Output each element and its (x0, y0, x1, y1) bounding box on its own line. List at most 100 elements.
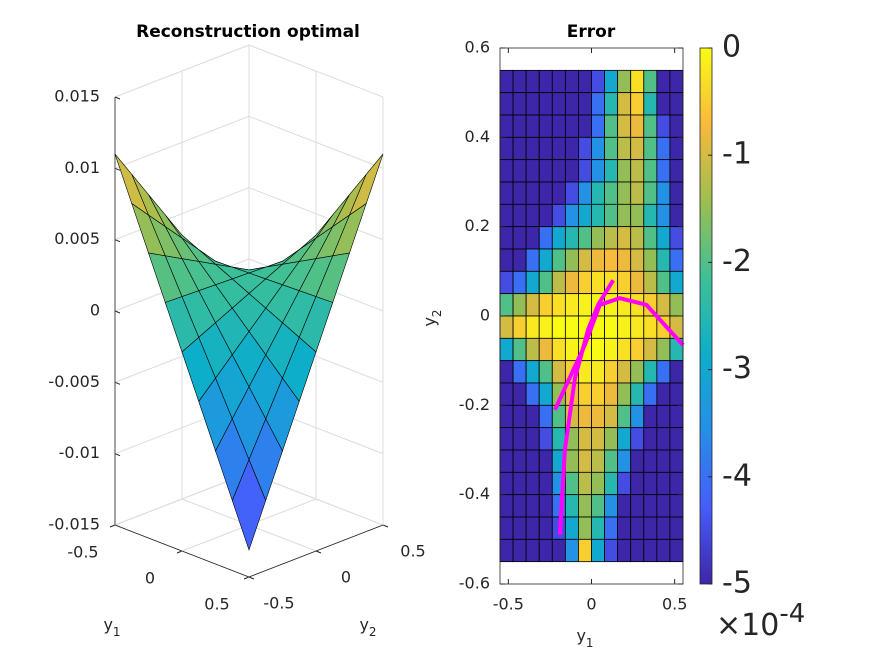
heatmap-cell (512, 159, 527, 183)
heatmap-cell (591, 136, 605, 161)
heatmap-cell (630, 226, 645, 250)
heatmap-cell (499, 315, 514, 339)
chart-title: Reconstruction optimal (136, 22, 360, 42)
tick-mark (114, 239, 121, 243)
heatmap-cell (578, 270, 592, 295)
x-tick-label: 0 (145, 569, 155, 588)
heatmap-cell (564, 494, 579, 518)
heatmap-cell (578, 494, 592, 518)
heatmap-cell (604, 293, 619, 317)
heatmap-cell (512, 92, 527, 116)
scale-base: ×10 (716, 608, 779, 643)
heatmap-cell (512, 136, 527, 161)
label-sub: 1 (586, 636, 594, 650)
heatmap-cell (591, 360, 605, 384)
heatmap-cell (538, 538, 553, 563)
heatmap-cell (525, 360, 540, 384)
heatmap-cell (538, 404, 553, 429)
heatmap-cell (591, 114, 605, 138)
heatmap-cell (643, 337, 658, 362)
trajectory (553, 296, 685, 411)
y-tick-label: -0.5 (263, 594, 294, 613)
heatmap-cell (564, 92, 579, 116)
heatmap-cell (591, 404, 605, 429)
y-axis-label: y2 (420, 309, 444, 326)
heatmap-cell (630, 382, 645, 406)
heatmap-cell (604, 360, 619, 384)
z-tick-label: 0.015 (54, 87, 100, 106)
heatmap-cell (564, 538, 579, 563)
heatmap-cell (578, 226, 592, 250)
heatmap-cell (578, 449, 592, 473)
heatmap-cell (617, 471, 632, 496)
heatmap-cell (499, 203, 514, 228)
heatmap-cell (499, 226, 514, 250)
heatmap-cell (551, 203, 566, 228)
heatmap-cell (499, 471, 514, 496)
label-sub: 2 (369, 625, 377, 639)
heatmap-cell (643, 136, 658, 161)
heatmap-cell (578, 538, 592, 563)
heatmap-cell (551, 92, 566, 116)
x-tick-label: 0.5 (204, 595, 229, 614)
colorbar-scale: ×10-4 (716, 599, 805, 643)
heatmap-cell (643, 270, 658, 295)
heatmap-cell (669, 203, 684, 228)
heatmap-cell (604, 69, 619, 94)
y-axis-label: y2 (359, 615, 376, 639)
heatmap-cell (656, 92, 671, 116)
heatmap-cell (643, 203, 658, 228)
heatmap-cell (643, 538, 658, 563)
heatmap-cell (643, 315, 658, 339)
heatmap-cell (525, 159, 540, 183)
heatmap-cell (591, 226, 605, 250)
x-tick-label: -0.5 (493, 595, 524, 614)
heatmap-cell (551, 538, 566, 563)
heatmap-cell (551, 270, 566, 295)
heatmap-cell (643, 69, 658, 94)
heatmap-cell (656, 516, 671, 540)
heatmap-cell (499, 337, 514, 362)
colorbar-tick-label: -4 (722, 458, 752, 493)
heatmap-cell (656, 360, 671, 384)
heatmap-cell (669, 69, 684, 94)
heatmap-cell (512, 382, 527, 406)
heatmap-cell (578, 293, 592, 317)
heatmap-cell (604, 337, 619, 362)
heatmap-cell (630, 360, 645, 384)
heatmap-cell (656, 69, 671, 94)
heatmap-cell (499, 538, 514, 563)
heatmap-cell (630, 404, 645, 429)
heatmap-cell (643, 494, 658, 518)
tick-mark (114, 453, 121, 457)
z-tick-label: -0.015 (48, 515, 100, 534)
heatmap-cell (617, 181, 632, 205)
heatmap-cell (525, 92, 540, 116)
heatmap-cell (643, 114, 658, 138)
heatmap-cell (538, 293, 553, 317)
z-tick-label: -0.005 (48, 372, 100, 391)
heatmap-cell (656, 248, 671, 272)
heatmap-cell (564, 248, 579, 272)
heatmap-cell (617, 270, 632, 295)
heatmap-cell (551, 136, 566, 161)
heatmap-cell (551, 337, 566, 362)
heatmap-cell (512, 538, 527, 563)
heatmap-cell (656, 226, 671, 250)
heatmap-cell (617, 114, 632, 138)
heatmap-cell (604, 248, 619, 272)
label-sub: 1 (113, 625, 121, 639)
heatmap-cell (538, 181, 553, 205)
heatmap-cell (564, 516, 579, 540)
heatmap-cell (643, 404, 658, 429)
heatmap-cell (669, 92, 684, 116)
tick-mark (114, 381, 121, 385)
heatmap-cell (512, 471, 527, 496)
heatmap-cell (538, 516, 553, 540)
heatmap-cell (669, 404, 684, 429)
heatmap-cell (525, 404, 540, 429)
heatmap-cell (551, 360, 566, 384)
heatmap-cell (564, 203, 579, 228)
heatmap-cell (630, 159, 645, 183)
label-base: y (359, 615, 368, 634)
